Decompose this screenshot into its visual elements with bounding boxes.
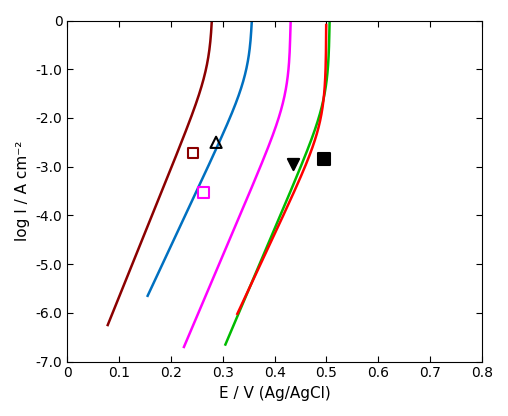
Line: SS/TiO2/P(In-co-An)(1:1): SS/TiO2/P(In-co-An)(1:1) [226,20,330,344]
SS/P(In-co-An)(1:1) [145,293,151,298]
SS [124,275,130,280]
SS/TiO2/P(In-co-An)(1:9) [247,285,253,290]
Point [212,139,220,146]
Point [189,150,197,156]
SS/P(In-co-An)(1:9) [181,344,187,349]
Line: SS/P(In-co-An)(1:1): SS/P(In-co-An)(1:1) [148,20,252,296]
Point [320,156,328,163]
Point [289,161,297,168]
SS/P(In-co-An)(1:1) [162,257,168,262]
SS/TiO2/P(In-co-An)(1:9) [234,311,240,316]
SS/P(In-co-An)(1:9) [196,309,202,314]
Line: SS/P(In-co-An)(1:9): SS/P(In-co-An)(1:9) [184,20,291,347]
X-axis label: E / V (Ag/AgCl): E / V (Ag/AgCl) [219,386,331,401]
Y-axis label: log I / A cm⁻²: log I / A cm⁻² [15,141,30,241]
SS/TiO2/P(In-co-An)(1:1) [223,342,229,347]
Point [200,189,208,196]
SS/TiO2/P(In-co-An)(1:1) [235,311,241,316]
SS [105,322,111,327]
Line: SS/TiO2/P(In-co-An)(1:9): SS/TiO2/P(In-co-An)(1:9) [237,25,326,314]
Line: SS: SS [108,20,212,325]
